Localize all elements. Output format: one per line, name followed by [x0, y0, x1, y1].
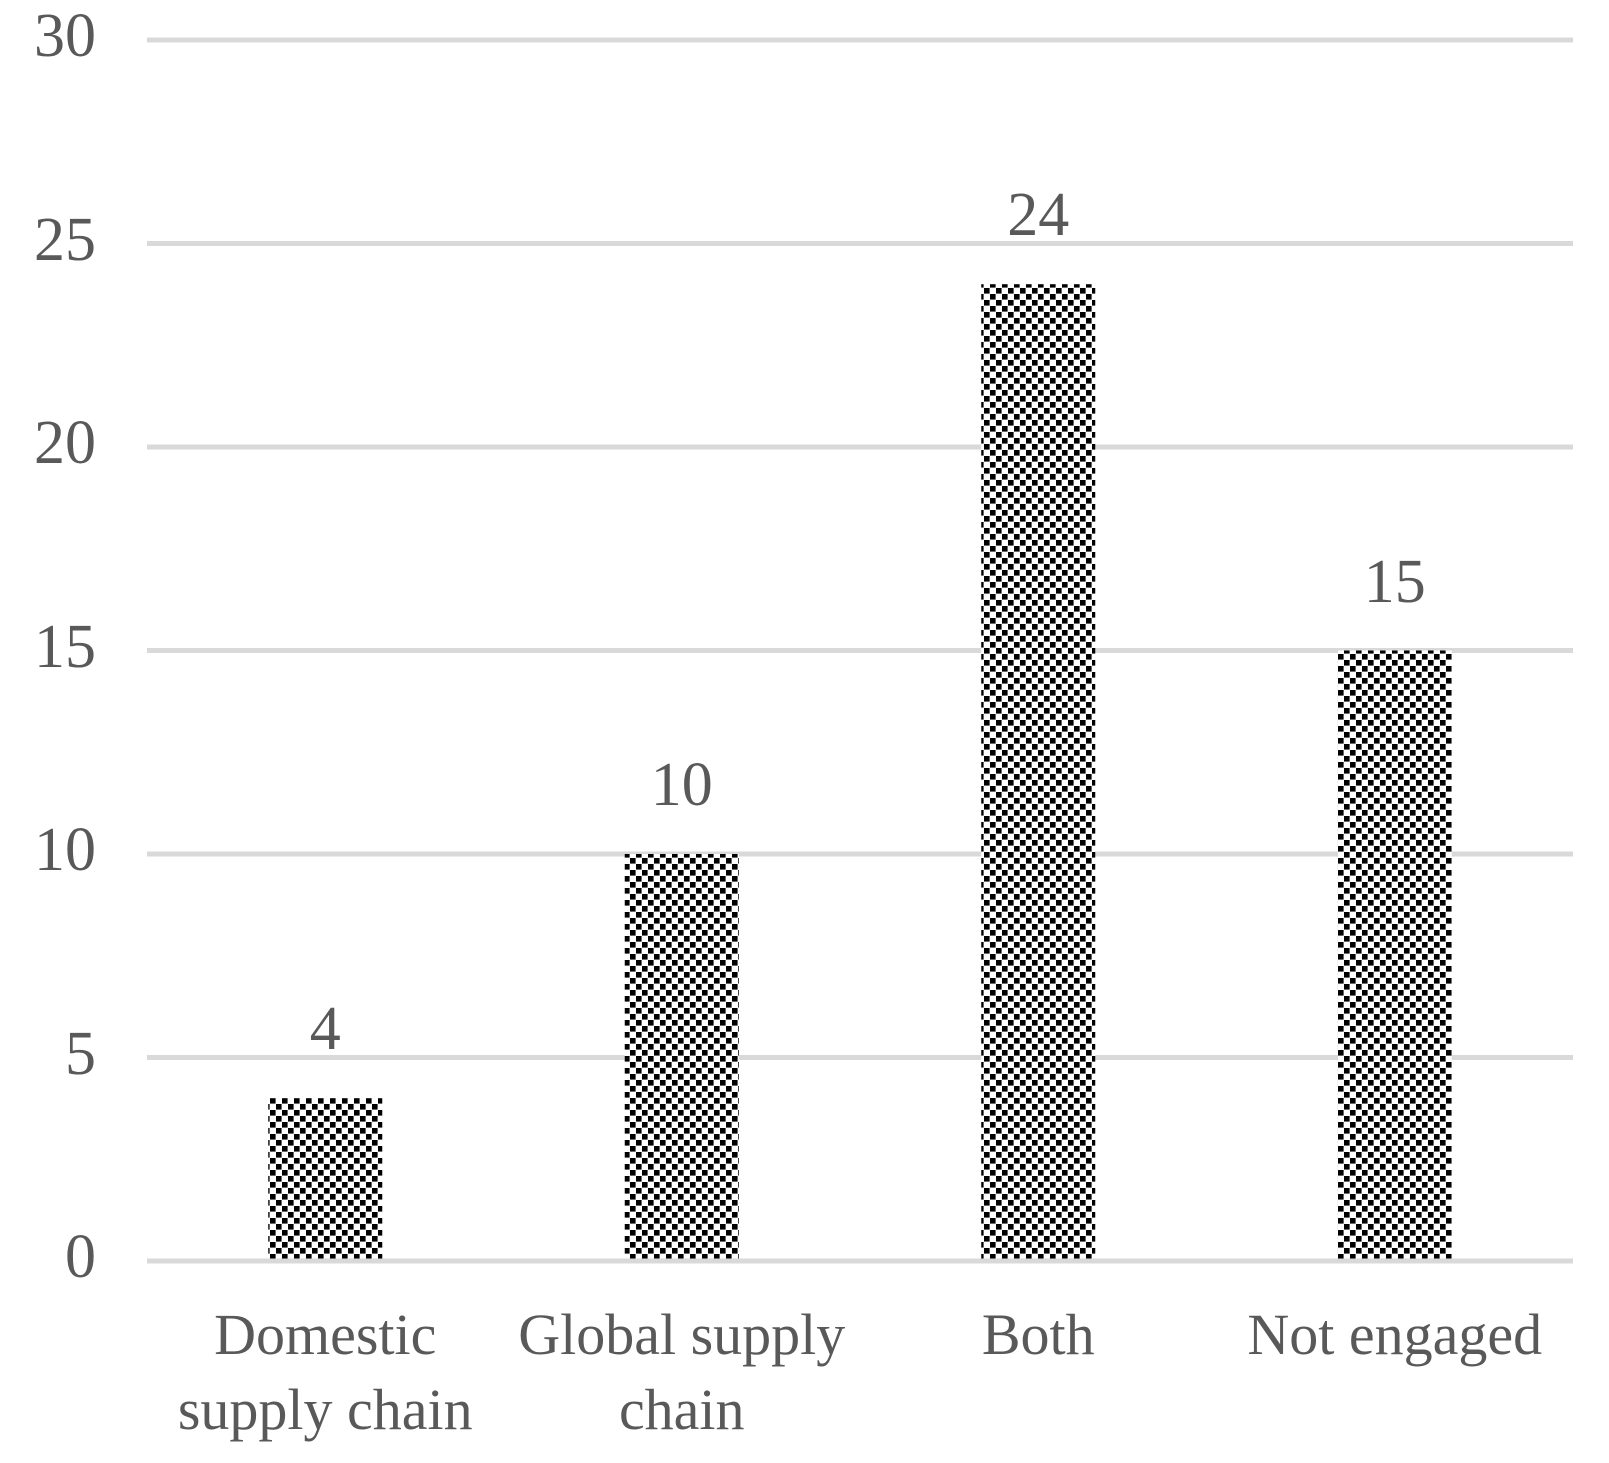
y-tick-label-20: 20: [34, 409, 96, 477]
bar-3: [981, 284, 1096, 1259]
y-tick-label-10: 10: [34, 816, 96, 884]
bar-series: [268, 284, 1452, 1259]
y-tick-label-30: 30: [34, 2, 96, 70]
y-tick-label-15: 15: [34, 612, 96, 681]
x-category-label-2: Global supply chain: [518, 1302, 846, 1442]
x-category-label-4: Not engaged: [1247, 1302, 1543, 1367]
bar-4: [1337, 650, 1452, 1259]
y-tick-label-25: 25: [34, 205, 96, 274]
gridlines: [147, 37, 1573, 1264]
bar-value-label-2: 10: [650, 751, 713, 819]
y-tick-label-0: 0: [65, 1223, 96, 1291]
x-category-label-3: Both: [981, 1302, 1095, 1367]
bar-2: [624, 854, 739, 1259]
y-tick-label-5: 5: [65, 1019, 96, 1088]
bar-value-label-3: 24: [1007, 181, 1070, 250]
x-category-label-1: Domestic supply chain: [177, 1302, 473, 1442]
bar-value-label-4: 15: [1363, 547, 1426, 616]
bar-value-label-1: 4: [309, 995, 341, 1064]
bar-1: [268, 1098, 383, 1259]
